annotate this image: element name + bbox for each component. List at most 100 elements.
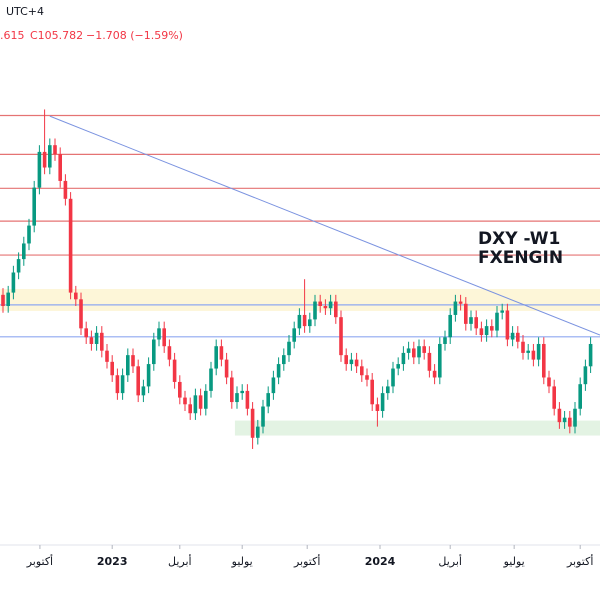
candle-body [422, 346, 426, 353]
candle-body [521, 341, 525, 353]
x-tick-label: أبريل [168, 554, 192, 568]
candle-body [516, 332, 520, 342]
candle-body [271, 377, 276, 394]
candle-body [245, 390, 250, 409]
candle-body [136, 366, 140, 396]
candle-body [74, 292, 78, 300]
candle-body [110, 361, 114, 376]
candle-body [313, 301, 317, 320]
candle-body [448, 314, 452, 338]
candle-body [37, 151, 42, 188]
candle-body [193, 395, 198, 414]
annotation: FXENGIN [478, 248, 563, 268]
candle-body [427, 352, 432, 371]
candle-body [79, 299, 83, 329]
x-tick-label: أكتوبر [293, 554, 320, 568]
candle-body [11, 272, 16, 293]
change-value: −1.708 (−1.59%) [86, 29, 183, 42]
candle-body [214, 346, 218, 369]
candle-body [547, 377, 551, 387]
candle-body [16, 259, 21, 273]
candle-body [573, 408, 577, 427]
candle-body [53, 145, 57, 155]
x-tick-label: 2023 [97, 555, 128, 568]
candle-body [510, 332, 515, 340]
candle-body [32, 187, 36, 226]
candle-body [209, 368, 213, 391]
candle-body [105, 350, 109, 362]
candle-body [63, 180, 68, 199]
candle-body [162, 328, 166, 347]
candle-body [406, 348, 411, 353]
candle-body [308, 319, 312, 327]
candle-body [339, 317, 343, 356]
candle-body [432, 370, 437, 378]
timezone: UTC+4 [6, 5, 44, 18]
candle-body [500, 310, 504, 313]
candle-body [188, 404, 192, 414]
candle-body [100, 332, 104, 351]
zone [0, 289, 600, 311]
candle-body [391, 368, 395, 387]
prev-value: .615 [0, 29, 25, 42]
x-tick-label: أكتوبر [566, 554, 593, 568]
candle-body [48, 145, 52, 168]
candle-body [230, 377, 234, 403]
candle-body [479, 328, 484, 336]
candle-body [474, 317, 478, 329]
candle-body [360, 366, 364, 376]
candle-body [542, 343, 546, 378]
candle-body [365, 375, 369, 380]
candle-body [344, 355, 348, 365]
candle-body [417, 346, 421, 358]
candle-body [204, 390, 208, 409]
candle-body [120, 375, 125, 394]
candle-body [484, 326, 489, 336]
candle-body [287, 341, 291, 356]
candle-body [557, 408, 562, 423]
candle-body [495, 312, 499, 331]
candle-body [370, 379, 374, 405]
candle-body [568, 417, 572, 427]
candle-body [396, 364, 400, 369]
candle-body [115, 375, 120, 394]
trendline [49, 115, 600, 336]
candle-body [453, 301, 458, 315]
candle-body [375, 404, 380, 411]
candle-body [1, 294, 5, 307]
x-tick-label: 2024 [365, 555, 396, 568]
x-tick-label: أبريل [438, 554, 462, 568]
candle-body [438, 343, 442, 378]
candle-body [250, 408, 255, 438]
x-tick-label: يوليو [231, 555, 253, 568]
candle-body [266, 393, 270, 407]
candle-body [531, 350, 536, 360]
candle-body [141, 386, 146, 396]
candle-body [505, 310, 510, 340]
candle-body [172, 359, 177, 382]
candle-body [526, 350, 530, 353]
candle-body [152, 339, 156, 365]
x-tick-label: يوليو [503, 555, 525, 568]
zone [234, 420, 600, 436]
candle-body [380, 393, 385, 411]
candle-body [354, 359, 359, 367]
candle-body [318, 301, 322, 307]
candle-body [562, 417, 567, 423]
candle-body [464, 303, 468, 324]
candle-body [183, 397, 187, 405]
candle-body [552, 386, 556, 409]
candle-body [126, 355, 130, 376]
candle-body [536, 343, 541, 360]
candle-body [256, 426, 260, 438]
candle-body [302, 314, 307, 327]
candle-body [412, 348, 416, 358]
candle-body [84, 328, 88, 338]
candle-body [89, 337, 94, 344]
candle-body [22, 243, 26, 260]
candle-body [583, 366, 588, 385]
candle-body [292, 328, 296, 342]
plot-area [0, 109, 600, 449]
